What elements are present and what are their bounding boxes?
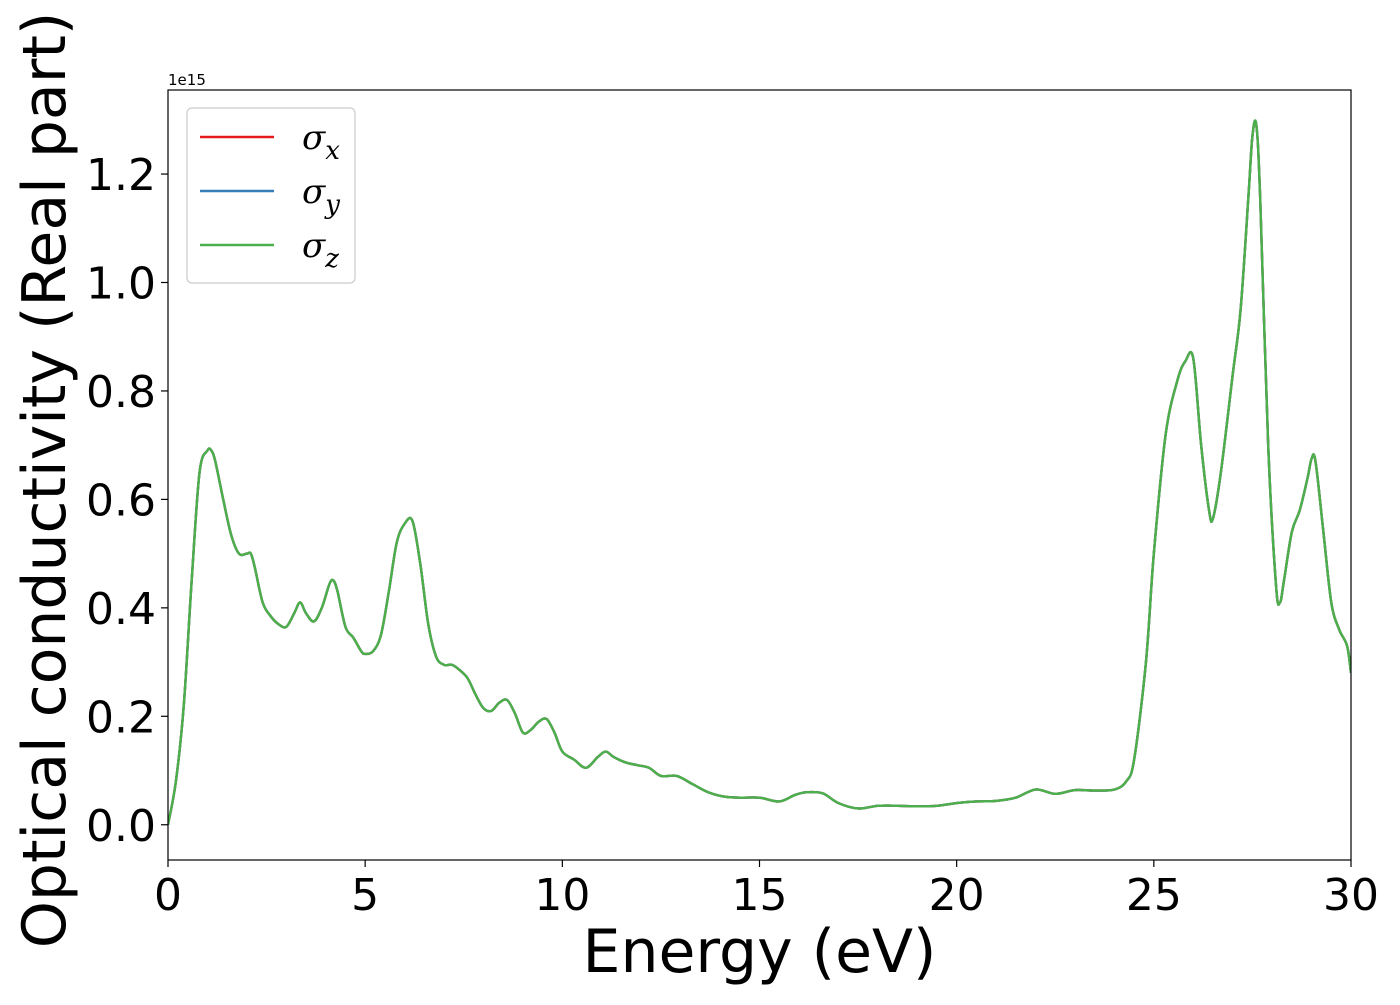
- x-axis-title: Energy (eV): [583, 917, 937, 987]
- y-tick-label: 0.4: [86, 584, 156, 635]
- x-tick-label: 5: [351, 870, 379, 921]
- legend: σx σy σz: [186, 107, 356, 284]
- x-tick-label: 0: [154, 870, 182, 921]
- y-axis-title: Optical conductivity (Real part): [10, 12, 80, 949]
- legend-label-sigma-z: σz: [302, 226, 339, 274]
- x-tick-label: 10: [534, 870, 590, 921]
- y-tick-label: 0.0: [86, 801, 156, 852]
- x-tick-label: 25: [1126, 870, 1182, 921]
- y-tick-label: 0.2: [86, 692, 156, 743]
- legend-box: [186, 107, 356, 284]
- y-tick-label: 0.8: [86, 367, 156, 418]
- y-tick-label: 1.0: [86, 259, 156, 310]
- series-layer: [168, 119, 1351, 825]
- x-tick-label: 30: [1323, 870, 1379, 921]
- x-axis-ticks: 0 5 10 15 20 25 30: [154, 860, 1379, 921]
- y-axis-ticks: 0.0 0.2 0.4 0.6 0.8 1.0 1.2: [86, 150, 168, 852]
- y-tick-label: 0.6: [86, 475, 156, 526]
- y-tick-label: 1.2: [86, 150, 156, 201]
- x-tick-label: 15: [732, 870, 788, 921]
- y-axis-offset-label: 1e15: [168, 71, 206, 89]
- series-line-sigma-z: [168, 119, 1351, 825]
- x-tick-label: 20: [929, 870, 985, 921]
- legend-label-sigma-x: σx: [302, 118, 340, 166]
- legend-label-sigma-y: σy: [302, 172, 340, 220]
